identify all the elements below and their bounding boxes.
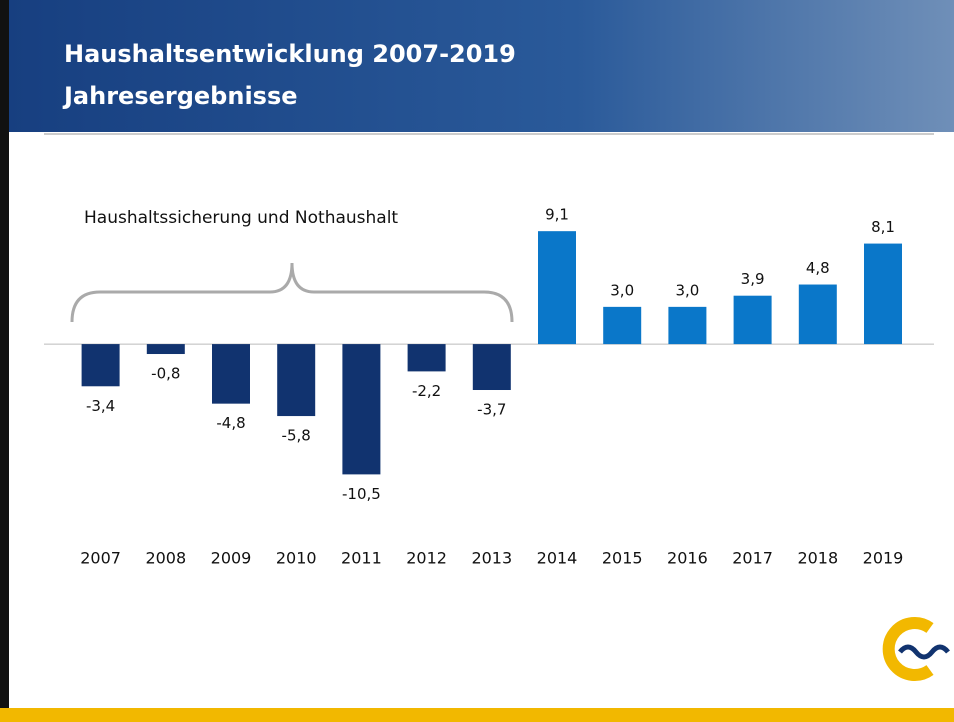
subtitle: Jahresergebnisse: [62, 82, 298, 110]
value-label: -0,8: [151, 365, 180, 383]
bar: [342, 344, 381, 475]
x-tick-label: 2017: [732, 549, 773, 568]
title: Haushaltsentwicklung 2007-2019: [64, 40, 516, 68]
bar: [407, 344, 446, 372]
header: [8, 0, 954, 132]
footer-bar: [0, 708, 954, 722]
x-tick-label: 2019: [863, 549, 904, 568]
value-label: -5,8: [282, 427, 311, 445]
x-tick-label: 2009: [211, 549, 252, 568]
x-tick-label: 2011: [341, 549, 382, 568]
bar: [798, 284, 837, 345]
bar: [81, 344, 120, 387]
x-tick-label: 2013: [471, 549, 512, 568]
bar: [733, 295, 772, 345]
bar: [212, 344, 250, 404]
x-tick-label: 2014: [537, 549, 578, 568]
value-label: -2,2: [412, 382, 441, 400]
x-tick-label: 2018: [797, 549, 838, 568]
x-tick-label: 2010: [276, 549, 317, 568]
x-tick-label: 2015: [602, 549, 643, 568]
bar: [472, 344, 511, 391]
bar: [538, 231, 576, 345]
value-label: 4,8: [806, 259, 830, 277]
value-label: 3,0: [610, 281, 634, 299]
x-tick-label: 2012: [406, 549, 447, 568]
annotation: Haushaltssicherung und Nothaushalt: [84, 208, 398, 228]
value-label: 9,1: [545, 206, 569, 224]
bar: [146, 344, 185, 355]
value-label: -3,4: [86, 397, 115, 415]
x-tick-label: 2008: [145, 549, 186, 568]
value-label: 8,1: [871, 218, 895, 236]
value-label: 3,9: [741, 270, 765, 288]
x-tick-label: 2016: [667, 549, 708, 568]
brace: [70, 262, 514, 323]
value-label: -3,7: [477, 401, 506, 419]
bar: [277, 344, 316, 417]
bar: [603, 306, 642, 345]
left-border: [0, 0, 9, 722]
bar: [668, 306, 707, 345]
bar: [864, 243, 902, 345]
value-label: 3,0: [675, 281, 699, 299]
x-tick-label: 2007: [80, 549, 121, 568]
value-label: -4,8: [216, 414, 245, 432]
value-label: -10,5: [342, 485, 381, 503]
logo: [882, 617, 950, 681]
